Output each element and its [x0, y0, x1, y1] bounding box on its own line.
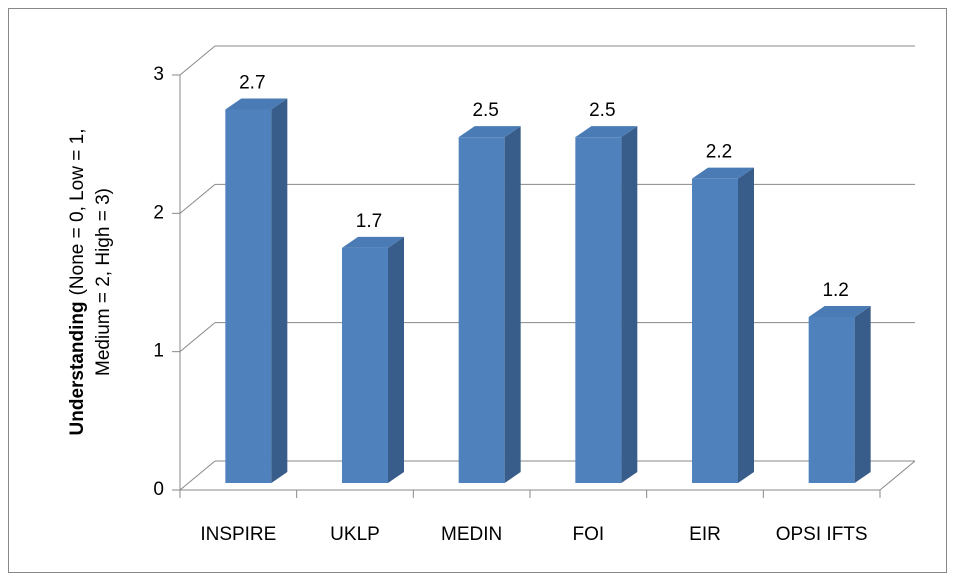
data-label: 1.7: [356, 211, 382, 232]
bar: [342, 236, 404, 483]
floor-edge: [879, 460, 916, 491]
bar-side: [621, 126, 638, 484]
data-label: 1.2: [822, 280, 848, 301]
bar-side: [271, 98, 288, 483]
grid-line: [179, 322, 216, 353]
x-tick-label: FOI: [572, 524, 604, 545]
bar: [458, 126, 521, 484]
bar-top: [225, 98, 288, 110]
bar-side: [504, 126, 521, 484]
bar: [225, 98, 288, 483]
y-tick-label: 1: [153, 341, 164, 362]
bar-front: [458, 137, 505, 483]
y-axis-label: Medium = 2, High = 3): [93, 188, 114, 376]
y-tick-label: 0: [153, 479, 164, 500]
bar: [575, 126, 638, 484]
grid-line: [179, 460, 216, 491]
bar-front: [808, 317, 855, 483]
bar: [808, 306, 871, 483]
grid-line: [179, 183, 216, 214]
bar-top: [808, 306, 871, 317]
x-tick-label: OPSI IFTS: [776, 524, 868, 545]
y-axis-label: Understanding (None = 0, Low = 1,: [67, 129, 88, 436]
bar-side: [388, 236, 404, 483]
grid-line: [179, 45, 216, 76]
bar-front: [692, 178, 738, 483]
data-label: 2.7: [239, 73, 265, 94]
bar-front: [342, 247, 388, 483]
y-tick-label: 2: [153, 202, 164, 223]
data-label: 2.2: [706, 142, 732, 163]
y-label-line: (None = 0, Low = 1,: [67, 129, 88, 296]
bar-top: [458, 126, 521, 138]
bar-side: [854, 306, 871, 483]
data-label: 2.5: [589, 100, 615, 121]
x-tick-label: UKLP: [330, 524, 380, 545]
bar-front: [225, 109, 272, 483]
x-tick-label: INSPIRE: [200, 524, 276, 545]
bar-front: [575, 137, 622, 483]
y-tick-label: 3: [153, 64, 164, 85]
bar-top: [692, 167, 754, 179]
x-tick-label: EIR: [689, 524, 721, 545]
bar-top: [575, 126, 638, 138]
x-tick-label: MEDIN: [441, 524, 502, 545]
bar-side: [738, 167, 754, 483]
y-label-line: Medium = 2, High = 3): [93, 188, 114, 376]
bar: [692, 167, 754, 483]
y-label-bold: Understanding: [67, 301, 88, 435]
bar-top: [342, 236, 404, 248]
data-label: 2.5: [472, 100, 498, 121]
